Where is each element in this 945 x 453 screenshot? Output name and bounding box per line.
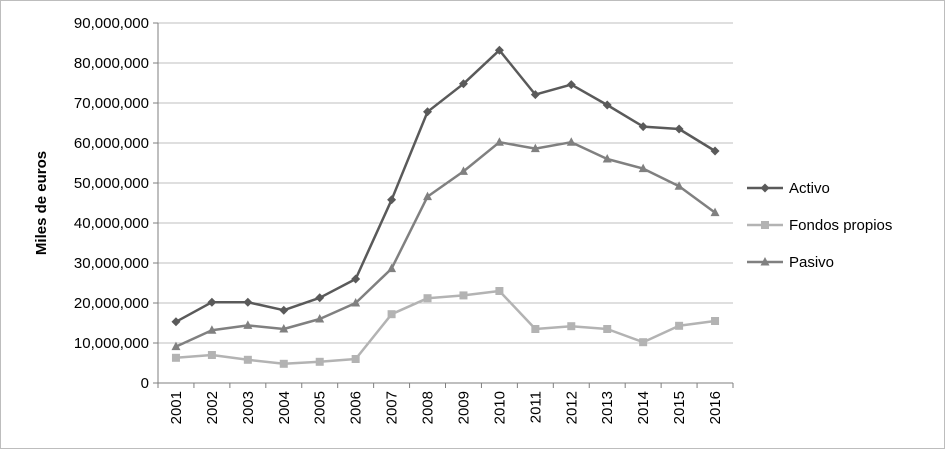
data-point-square — [711, 317, 720, 325]
data-point-diamond — [638, 122, 648, 132]
data-point-triangle — [674, 181, 684, 190]
data-point-square — [351, 355, 360, 363]
data-point-diamond — [171, 317, 181, 327]
data-point-diamond — [602, 100, 612, 110]
x-tick-labels: 2001 2002 2003 2004 2005 2006 2007 2008 2009 2010… — [168, 391, 724, 424]
data-point-square — [495, 287, 504, 295]
legend-label: Pasivo — [789, 254, 834, 271]
data-point-diamond — [760, 183, 770, 193]
data-point-triangle — [602, 154, 612, 163]
x-tick-label: 2009 — [455, 391, 472, 424]
x-tick-label: 2004 — [276, 391, 293, 424]
data-point-square — [279, 359, 288, 368]
data-point-triangle — [760, 257, 770, 266]
data-point-diamond — [566, 80, 576, 90]
legend: Activo Fondos propios Pasivo — [747, 180, 892, 271]
data-point-triangle — [243, 320, 253, 329]
y-tick-label: 30,000,000 — [74, 255, 149, 272]
legend-item: Pasivo — [747, 254, 834, 271]
data-point-diamond — [494, 45, 504, 55]
data-point-triangle — [279, 324, 289, 333]
data-point-square — [459, 291, 468, 300]
data-point-square — [243, 355, 252, 364]
x-tick-label: 2002 — [204, 391, 221, 424]
y-tick-label: 60,000,000 — [74, 135, 149, 152]
data-point-square — [603, 325, 612, 333]
legend-item: Activo — [747, 180, 830, 197]
y-tick-label: 20,000,000 — [74, 295, 149, 312]
data-point-triangle — [638, 163, 648, 173]
x-tick-label: 2011 — [527, 391, 544, 423]
legend-item: Fondos propios — [747, 217, 892, 234]
data-point-triangle — [458, 166, 468, 175]
x-tick-label: 2001 — [168, 391, 185, 424]
data-point-triangle — [566, 137, 576, 146]
x-tick-label: 2016 — [707, 391, 724, 424]
data-point-diamond — [351, 274, 361, 284]
y-tick-label: 90,000,000 — [74, 15, 149, 32]
data-point-square — [171, 353, 180, 362]
data-point-triangle — [423, 191, 433, 201]
y-tick-label: 40,000,000 — [74, 215, 149, 232]
x-tick-label: 2010 — [491, 391, 508, 424]
data-point-square — [675, 321, 684, 330]
x-tick-label: 2005 — [312, 391, 329, 424]
x-tick-label: 2003 — [240, 391, 257, 424]
data-point-diamond — [279, 305, 289, 315]
data-point-triangle — [351, 298, 361, 307]
data-point-square — [531, 325, 540, 333]
series-activo — [171, 45, 720, 327]
x-tick-label: 2014 — [635, 391, 652, 424]
x-tick-label: 2015 — [671, 391, 688, 424]
data-point-triangle — [494, 137, 504, 146]
series-line — [175, 140, 716, 348]
data-point-diamond — [710, 146, 720, 156]
x-tick-label: 2008 — [420, 391, 437, 424]
y-axis-label: Miles de euros — [33, 151, 50, 255]
data-point-diamond — [387, 195, 397, 205]
y-tick-label: 50,000,000 — [74, 175, 149, 192]
axes — [153, 22, 734, 388]
x-tick-label: 2013 — [599, 391, 616, 424]
data-point-diamond — [530, 90, 540, 100]
legend-label: Fondos propios — [789, 217, 892, 234]
data-point-diamond — [207, 297, 217, 307]
data-point-diamond — [458, 79, 468, 89]
data-point-triangle — [315, 314, 325, 323]
data-point-triangle — [530, 143, 540, 153]
data-point-square — [315, 357, 324, 366]
data-point-square — [387, 310, 396, 319]
y-tick-label: 80,000,000 — [74, 55, 149, 72]
legend-label: Activo — [789, 180, 830, 197]
data-point-diamond — [423, 107, 433, 117]
data-point-square — [207, 351, 216, 359]
data-point-square — [567, 322, 576, 331]
data-point-triangle — [710, 207, 720, 217]
data-point-diamond — [243, 297, 253, 307]
x-tick-label: 2007 — [384, 391, 401, 424]
x-tick-label: 2012 — [563, 391, 580, 424]
series-line — [175, 289, 716, 366]
y-tick-label: 0 — [141, 375, 149, 392]
y-tick-label: 70,000,000 — [74, 95, 149, 112]
data-point-diamond — [674, 124, 684, 134]
x-tick-label: 2006 — [348, 391, 365, 424]
data-point-square — [639, 338, 648, 347]
data-point-triangle — [387, 263, 397, 273]
data-point-square — [423, 294, 432, 303]
series-line — [175, 48, 716, 323]
data-point-square — [761, 221, 769, 229]
y-tick-labels: 0 10,000,000 20,000,000 30,000,000 40,000,00… — [74, 15, 149, 392]
data-point-diamond — [315, 293, 325, 303]
series-group — [171, 45, 720, 368]
data-point-triangle — [207, 325, 217, 334]
y-tick-label: 10,000,000 — [74, 335, 149, 352]
series-pasivo — [171, 137, 720, 351]
series-fondos-propios — [171, 287, 720, 368]
data-point-triangle — [171, 341, 181, 351]
